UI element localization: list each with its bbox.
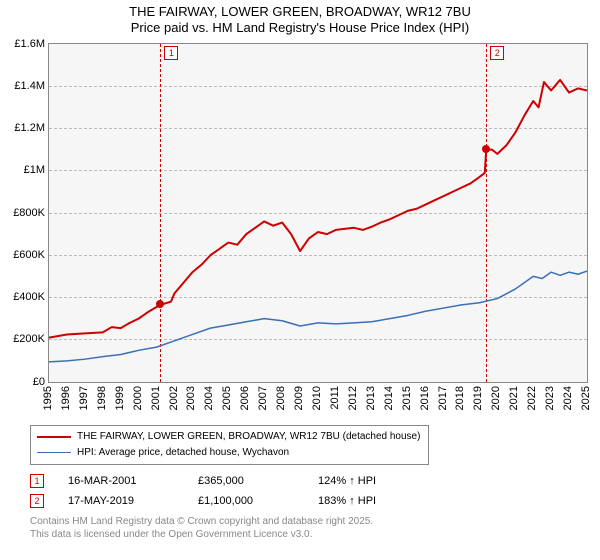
transaction-date: 16-MAR-2001 [68, 475, 198, 487]
transaction-row: 1 16-MAR-2001£365,000124% ↑ HPI [30, 471, 600, 491]
y-tick-label: £1.4M [14, 80, 49, 92]
x-tick-label: 2022 [526, 386, 538, 410]
transaction-price: £1,100,000 [198, 495, 318, 507]
transaction-marker: 1 [30, 474, 44, 488]
legend-item: HPI: Average price, detached house, Wych… [37, 445, 420, 461]
x-tick-label: 2018 [454, 386, 466, 410]
x-tick-label: 1999 [114, 386, 126, 410]
x-tick-label: 2006 [239, 386, 251, 410]
y-tick-label: £200K [13, 333, 49, 345]
x-tick-label: 2012 [347, 386, 359, 410]
y-tick-label: £1M [24, 164, 49, 176]
chart: £0£200K£400K£600K£800K£1M£1.2M£1.4M£1.6M… [48, 43, 588, 383]
x-tick-label: 2002 [168, 386, 180, 410]
series-marker-dot [482, 145, 490, 153]
x-tick-label: 2017 [437, 386, 449, 410]
x-tick-label: 2019 [472, 386, 484, 410]
legend-swatch [37, 436, 71, 438]
transaction-price: £365,000 [198, 475, 318, 487]
transaction-vs-hpi: 183% ↑ HPI [318, 495, 438, 507]
plot-svg [49, 44, 587, 382]
x-tick-label: 2008 [275, 386, 287, 410]
legend-item: THE FAIRWAY, LOWER GREEN, BROADWAY, WR12… [37, 429, 420, 445]
x-axis-labels: 1995199619971998199920002001200220032004… [48, 386, 588, 426]
x-tick-label: 2004 [203, 386, 215, 410]
x-tick-label: 2021 [508, 386, 520, 410]
x-tick-label: 2000 [132, 386, 144, 410]
x-tick-label: 2011 [329, 386, 341, 410]
x-tick-label: 2003 [185, 386, 197, 410]
series-line [49, 271, 587, 362]
y-tick-label: £800K [13, 207, 49, 219]
transaction-date: 17-MAY-2019 [68, 495, 198, 507]
x-tick-label: 2024 [562, 386, 574, 410]
legend: THE FAIRWAY, LOWER GREEN, BROADWAY, WR12… [30, 425, 429, 465]
x-tick-label: 2013 [365, 386, 377, 410]
transactions-table: 1 16-MAR-2001£365,000124% ↑ HPI 2 17-MAY-20… [30, 471, 600, 511]
title-line2: Price paid vs. HM Land Registry's House … [0, 20, 600, 36]
x-tick-label: 1995 [42, 386, 54, 410]
legend-label: THE FAIRWAY, LOWER GREEN, BROADWAY, WR12… [77, 429, 420, 445]
footer-line2: This data is licensed under the Open Gov… [30, 528, 600, 541]
y-tick-label: £400K [13, 291, 49, 303]
x-tick-label: 2020 [490, 386, 502, 410]
x-tick-label: 2025 [580, 386, 592, 410]
y-tick-label: £1.2M [14, 122, 49, 134]
x-tick-label: 2014 [383, 386, 395, 410]
title-block: THE FAIRWAY, LOWER GREEN, BROADWAY, WR12… [0, 0, 600, 37]
x-tick-label: 2001 [150, 386, 162, 410]
footer: Contains HM Land Registry data © Crown c… [30, 515, 600, 541]
x-tick-label: 1997 [78, 386, 90, 410]
x-tick-label: 2007 [257, 386, 269, 410]
x-tick-label: 1996 [60, 386, 72, 410]
transaction-marker: 2 [30, 494, 44, 508]
series-marker-dot [156, 300, 164, 308]
x-tick-label: 2005 [221, 386, 233, 410]
footer-line1: Contains HM Land Registry data © Crown c… [30, 515, 600, 528]
x-tick-label: 2010 [311, 386, 323, 410]
x-tick-label: 2016 [419, 386, 431, 410]
x-tick-label: 2015 [401, 386, 413, 410]
legend-swatch [37, 452, 71, 453]
legend-label: HPI: Average price, detached house, Wych… [77, 445, 289, 461]
x-tick-label: 2009 [293, 386, 305, 410]
x-tick-label: 2023 [544, 386, 556, 410]
transaction-row: 2 17-MAY-2019£1,100,000183% ↑ HPI [30, 491, 600, 511]
y-tick-label: £1.6M [14, 38, 49, 50]
series-line [49, 79, 587, 337]
transaction-vs-hpi: 124% ↑ HPI [318, 475, 438, 487]
title-line1: THE FAIRWAY, LOWER GREEN, BROADWAY, WR12… [0, 4, 600, 20]
y-tick-label: £600K [13, 249, 49, 261]
x-tick-label: 1998 [96, 386, 108, 410]
